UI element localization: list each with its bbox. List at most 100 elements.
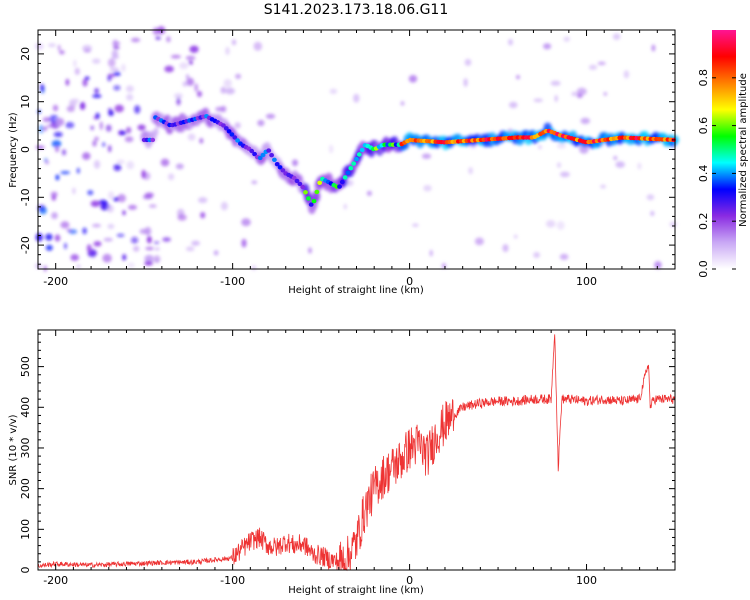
spectrogram-noise-blob — [651, 44, 656, 52]
spectrogram-noise-blob — [94, 88, 99, 94]
page-title: S141.2023.173.18.06.G11 — [263, 2, 449, 18]
colorbar: 0.0 0.2 0.4 0.6 0.8 Normalized spectral ampl… — [697, 30, 749, 278]
spectrogram-ridge-core — [235, 138, 241, 143]
spectrogram-ridge-core — [294, 178, 300, 184]
spectrogram-ridge-core — [337, 184, 342, 189]
spectrogram-ridge-core — [354, 156, 359, 162]
spectrogram-noise-blob — [134, 105, 141, 114]
spectrogram-noise-blob — [108, 110, 114, 116]
spectrogram-noise-blob — [177, 214, 187, 221]
spectrogram-noise-blob — [153, 241, 160, 245]
spectrogram-noise-blob — [556, 221, 565, 230]
spectrogram-noise-blob — [82, 152, 91, 160]
spectrogram-noise-blob — [133, 245, 140, 252]
spectrogram-noise-blob — [55, 146, 60, 153]
spectrogram-noise-blob — [597, 61, 606, 65]
spectrogram-noise-blob — [148, 204, 157, 208]
spectrogram-noise-blob — [114, 104, 124, 113]
spectrogram-noise-blob — [102, 253, 112, 263]
spectrogram-ridge-core — [257, 155, 263, 161]
y-tick-label: -20 — [19, 236, 32, 254]
spectrogram-noise-blob — [464, 58, 472, 66]
spectrogram-noise-blob — [328, 144, 334, 154]
spectrogram-noise-blob — [144, 261, 154, 266]
spectrogram-noise-blob — [83, 49, 92, 53]
spectrogram-noise-blob — [94, 136, 99, 142]
spectrogram-noise-blob — [113, 45, 120, 50]
spectrogram-noise-blob — [186, 77, 194, 86]
spectrogram-noise-blob — [580, 117, 591, 125]
spectrogram-noise-blob — [122, 254, 127, 261]
spectrogram-noise-blob — [79, 101, 86, 110]
spectrogram-x-axis-title: Height of straight line (km) — [288, 285, 424, 296]
spectrogram-noise-blob — [82, 78, 88, 87]
spectrogram-noise-blob — [139, 228, 149, 234]
spectrogram-noise-blob — [74, 67, 80, 75]
y-tick-label: 20 — [19, 47, 32, 61]
colorbar-ticks: 0.0 0.2 0.4 0.6 0.8 — [697, 69, 736, 278]
spectrogram-ridge-core — [303, 190, 308, 195]
spectrogram-noise-blob — [73, 59, 77, 68]
spectrogram-noise-blob — [186, 74, 189, 80]
spectrogram-ridge — [141, 114, 676, 207]
spectrogram-noise-blob — [107, 75, 112, 82]
spectrogram-ridge-core — [229, 132, 235, 137]
spectrogram-ridge-core — [317, 180, 323, 185]
spectrogram-noise-blob — [113, 85, 121, 91]
spectrogram-noise-blob — [121, 63, 126, 72]
x-tick-label: -200 — [43, 574, 68, 587]
spectrogram-noise-blob — [56, 118, 65, 126]
spectrogram-noise-blob — [533, 98, 543, 103]
spectrogram-noise-blob — [119, 130, 127, 136]
spectrogram-noise-blob — [251, 265, 257, 271]
spectrogram-noise-blob — [125, 85, 134, 93]
spectrogram-noise-blob — [86, 244, 92, 253]
spectrogram-noise-blob — [343, 203, 348, 210]
spectrogram-noise-blob — [51, 212, 58, 220]
colorbar-tick-label: 0.2 — [697, 212, 710, 230]
spectrogram-noise-blob — [59, 50, 65, 55]
spectrogram-noise-blob — [253, 41, 263, 51]
spectrogram-noise-blob — [155, 36, 161, 40]
spectrogram-noise-blob — [533, 252, 540, 258]
spectrogram-noise-blob — [90, 200, 101, 207]
spectrogram-noise-blob — [557, 162, 561, 168]
spectrogram-noise-blob — [126, 94, 134, 101]
spectrogram-noise-blob — [654, 261, 662, 269]
spectrogram-ridge-core — [232, 135, 238, 140]
x-tick-label: 100 — [576, 574, 597, 587]
spectrogram-noise-blob — [108, 191, 115, 200]
spectrogram-noise-blob — [51, 140, 62, 148]
spectrogram-noise-blob — [44, 160, 50, 165]
spectrogram-ridge-core — [150, 137, 156, 143]
spectrogram-ridge-core — [226, 129, 232, 134]
spectrogram-noise-blob — [45, 233, 53, 241]
spectrogram-noise-blob — [126, 161, 135, 170]
snr-line-group — [37, 334, 676, 572]
spectrogram-noise-blob — [113, 164, 122, 171]
spectrogram-ridge-core — [297, 181, 303, 187]
spectrogram-noise-blob — [543, 43, 552, 50]
spectrogram-noise-blob — [105, 124, 112, 132]
spectrogram-noise-blob — [577, 93, 583, 98]
spectrogram-noise-blob — [474, 237, 484, 246]
spectrogram-noise-blob — [130, 236, 139, 244]
spectrogram-noise-blob — [87, 190, 94, 196]
spectrogram-noise-blob — [588, 64, 598, 70]
spectrogram-ridge-core — [266, 148, 272, 153]
spectrogram-ridge-core — [274, 162, 280, 167]
spectrogram-noise-blob — [113, 71, 121, 76]
spectrogram-noise-blob — [612, 33, 621, 40]
spectrogram-noise-blob — [65, 78, 70, 86]
spectrogram-noise-blob — [421, 153, 432, 159]
spectrogram-noise-blob — [107, 223, 115, 230]
spectrogram-noise-blob — [127, 262, 135, 268]
spectrogram-noise-blob — [65, 121, 75, 129]
spectrogram-noise-blob — [508, 128, 513, 132]
spectrogram-noise-blob — [235, 73, 242, 79]
spectrogram-noise-blob — [92, 94, 102, 98]
spectrogram-noise-blob — [251, 180, 258, 185]
spectrogram-noise-blob — [187, 133, 196, 141]
spectrogram-noise-blob — [554, 95, 558, 102]
spectrogram-noise-blob — [53, 131, 63, 138]
